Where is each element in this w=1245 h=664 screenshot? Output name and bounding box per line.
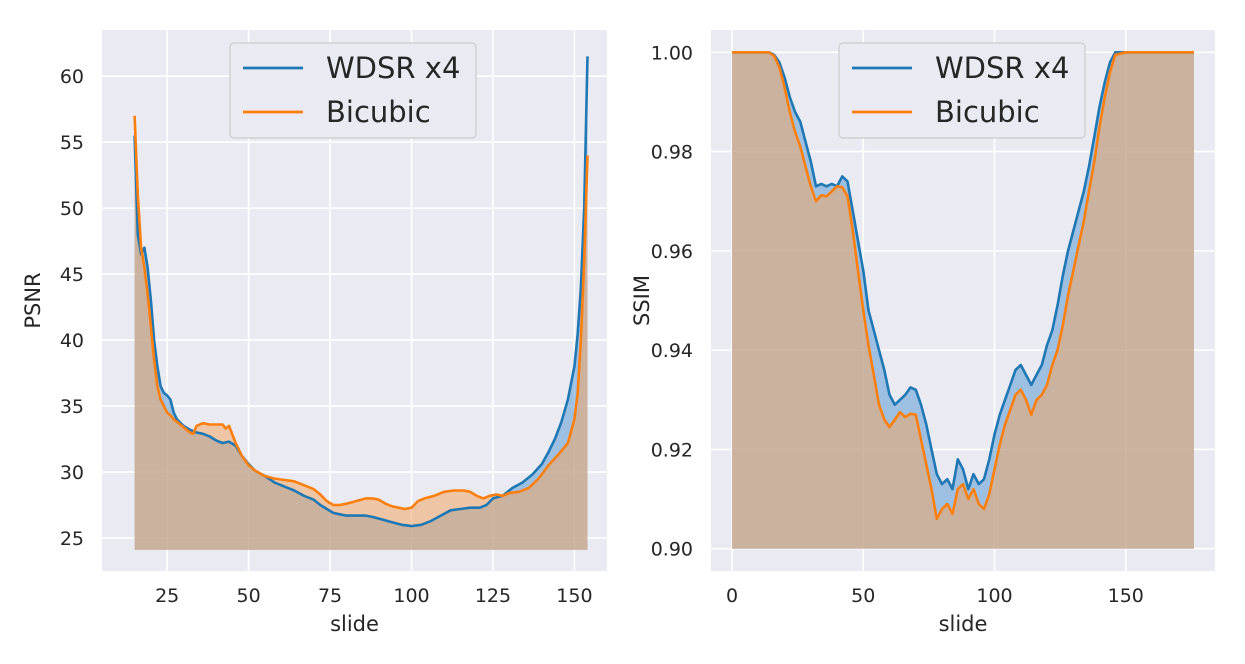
psnr-x-axis-label: slide <box>330 612 379 636</box>
psnr-x-tick-label: 50 <box>237 585 261 607</box>
psnr-x-tick-label: 25 <box>155 585 179 607</box>
ssim-y-tick-labels: 0.90 0.92 0.94 0.96 0.98 1.00 <box>651 42 693 560</box>
ssim-lines <box>732 51 1194 521</box>
ssim-fill-bicubic <box>732 52 1194 549</box>
psnr-y-tick-label: 60 <box>60 66 84 88</box>
ssim-fills <box>732 52 1194 549</box>
ssim-x-tick-label: 0 <box>726 585 738 607</box>
psnr-line-bicubic <box>133 115 589 511</box>
psnr-y-tick-label: 50 <box>60 198 84 220</box>
psnr-x-tick-label: 100 <box>393 585 429 607</box>
psnr-plot: 25 50 75 100 125 150 25 30 35 40 45 50 55 60 slide P… <box>21 30 607 636</box>
psnr-legend-bicubic-label: Bicubic <box>326 95 431 129</box>
psnr-y-tick-label: 30 <box>60 462 84 484</box>
ssim-plot: 0 50 100 150 0.90 0.92 0.94 0.96 0.98 1.00 slide… <box>630 30 1215 636</box>
psnr-line-wdsr <box>133 56 589 528</box>
ssim-line-bicubic <box>732 51 1194 521</box>
psnr-fill-bicubic <box>134 115 588 550</box>
psnr-y-tick-label: 35 <box>60 396 84 418</box>
ssim-x-tick-label: 150 <box>1108 585 1144 607</box>
ssim-legend: WDSR x4 Bicubic <box>838 42 1086 139</box>
psnr-legend: WDSR x4 Bicubic <box>229 42 477 139</box>
ssim-y-tick-label: 0.90 <box>651 539 693 561</box>
psnr-y-tick-label: 40 <box>60 330 84 352</box>
psnr-lines <box>133 56 589 528</box>
psnr-y-tick-label: 45 <box>60 264 84 286</box>
ssim-y-tick-label: 0.92 <box>651 439 693 461</box>
ssim-legend-bicubic-label: Bicubic <box>935 95 1040 129</box>
ssim-line-wdsr <box>732 51 1194 491</box>
psnr-y-tick-labels: 25 30 35 40 45 50 55 60 <box>60 66 84 550</box>
psnr-x-tick-labels: 25 50 75 100 125 150 <box>155 585 592 607</box>
ssim-legend-wdsr-label: WDSR x4 <box>935 51 1069 85</box>
ssim-y-tick-label: 0.98 <box>651 142 693 164</box>
psnr-x-tick-label: 150 <box>556 585 592 607</box>
ssim-y-axis-label: SSIM <box>630 275 654 326</box>
psnr-y-tick-label: 25 <box>60 528 84 550</box>
ssim-y-tick-label: 1.00 <box>651 42 693 64</box>
ssim-x-axis-label: slide <box>939 612 988 636</box>
psnr-y-tick-label: 55 <box>60 132 84 154</box>
ssim-y-tick-label: 0.94 <box>651 340 693 362</box>
ssim-x-tick-labels: 0 50 100 150 <box>726 585 1144 607</box>
psnr-x-tick-label: 125 <box>475 585 511 607</box>
ssim-x-tick-label: 50 <box>851 585 875 607</box>
psnr-y-axis-label: PSNR <box>21 272 45 328</box>
psnr-fills <box>134 56 588 550</box>
psnr-x-tick-label: 75 <box>318 585 342 607</box>
ssim-x-tick-label: 100 <box>976 585 1012 607</box>
ssim-y-tick-label: 0.96 <box>651 241 693 263</box>
psnr-legend-wdsr-label: WDSR x4 <box>326 51 460 85</box>
